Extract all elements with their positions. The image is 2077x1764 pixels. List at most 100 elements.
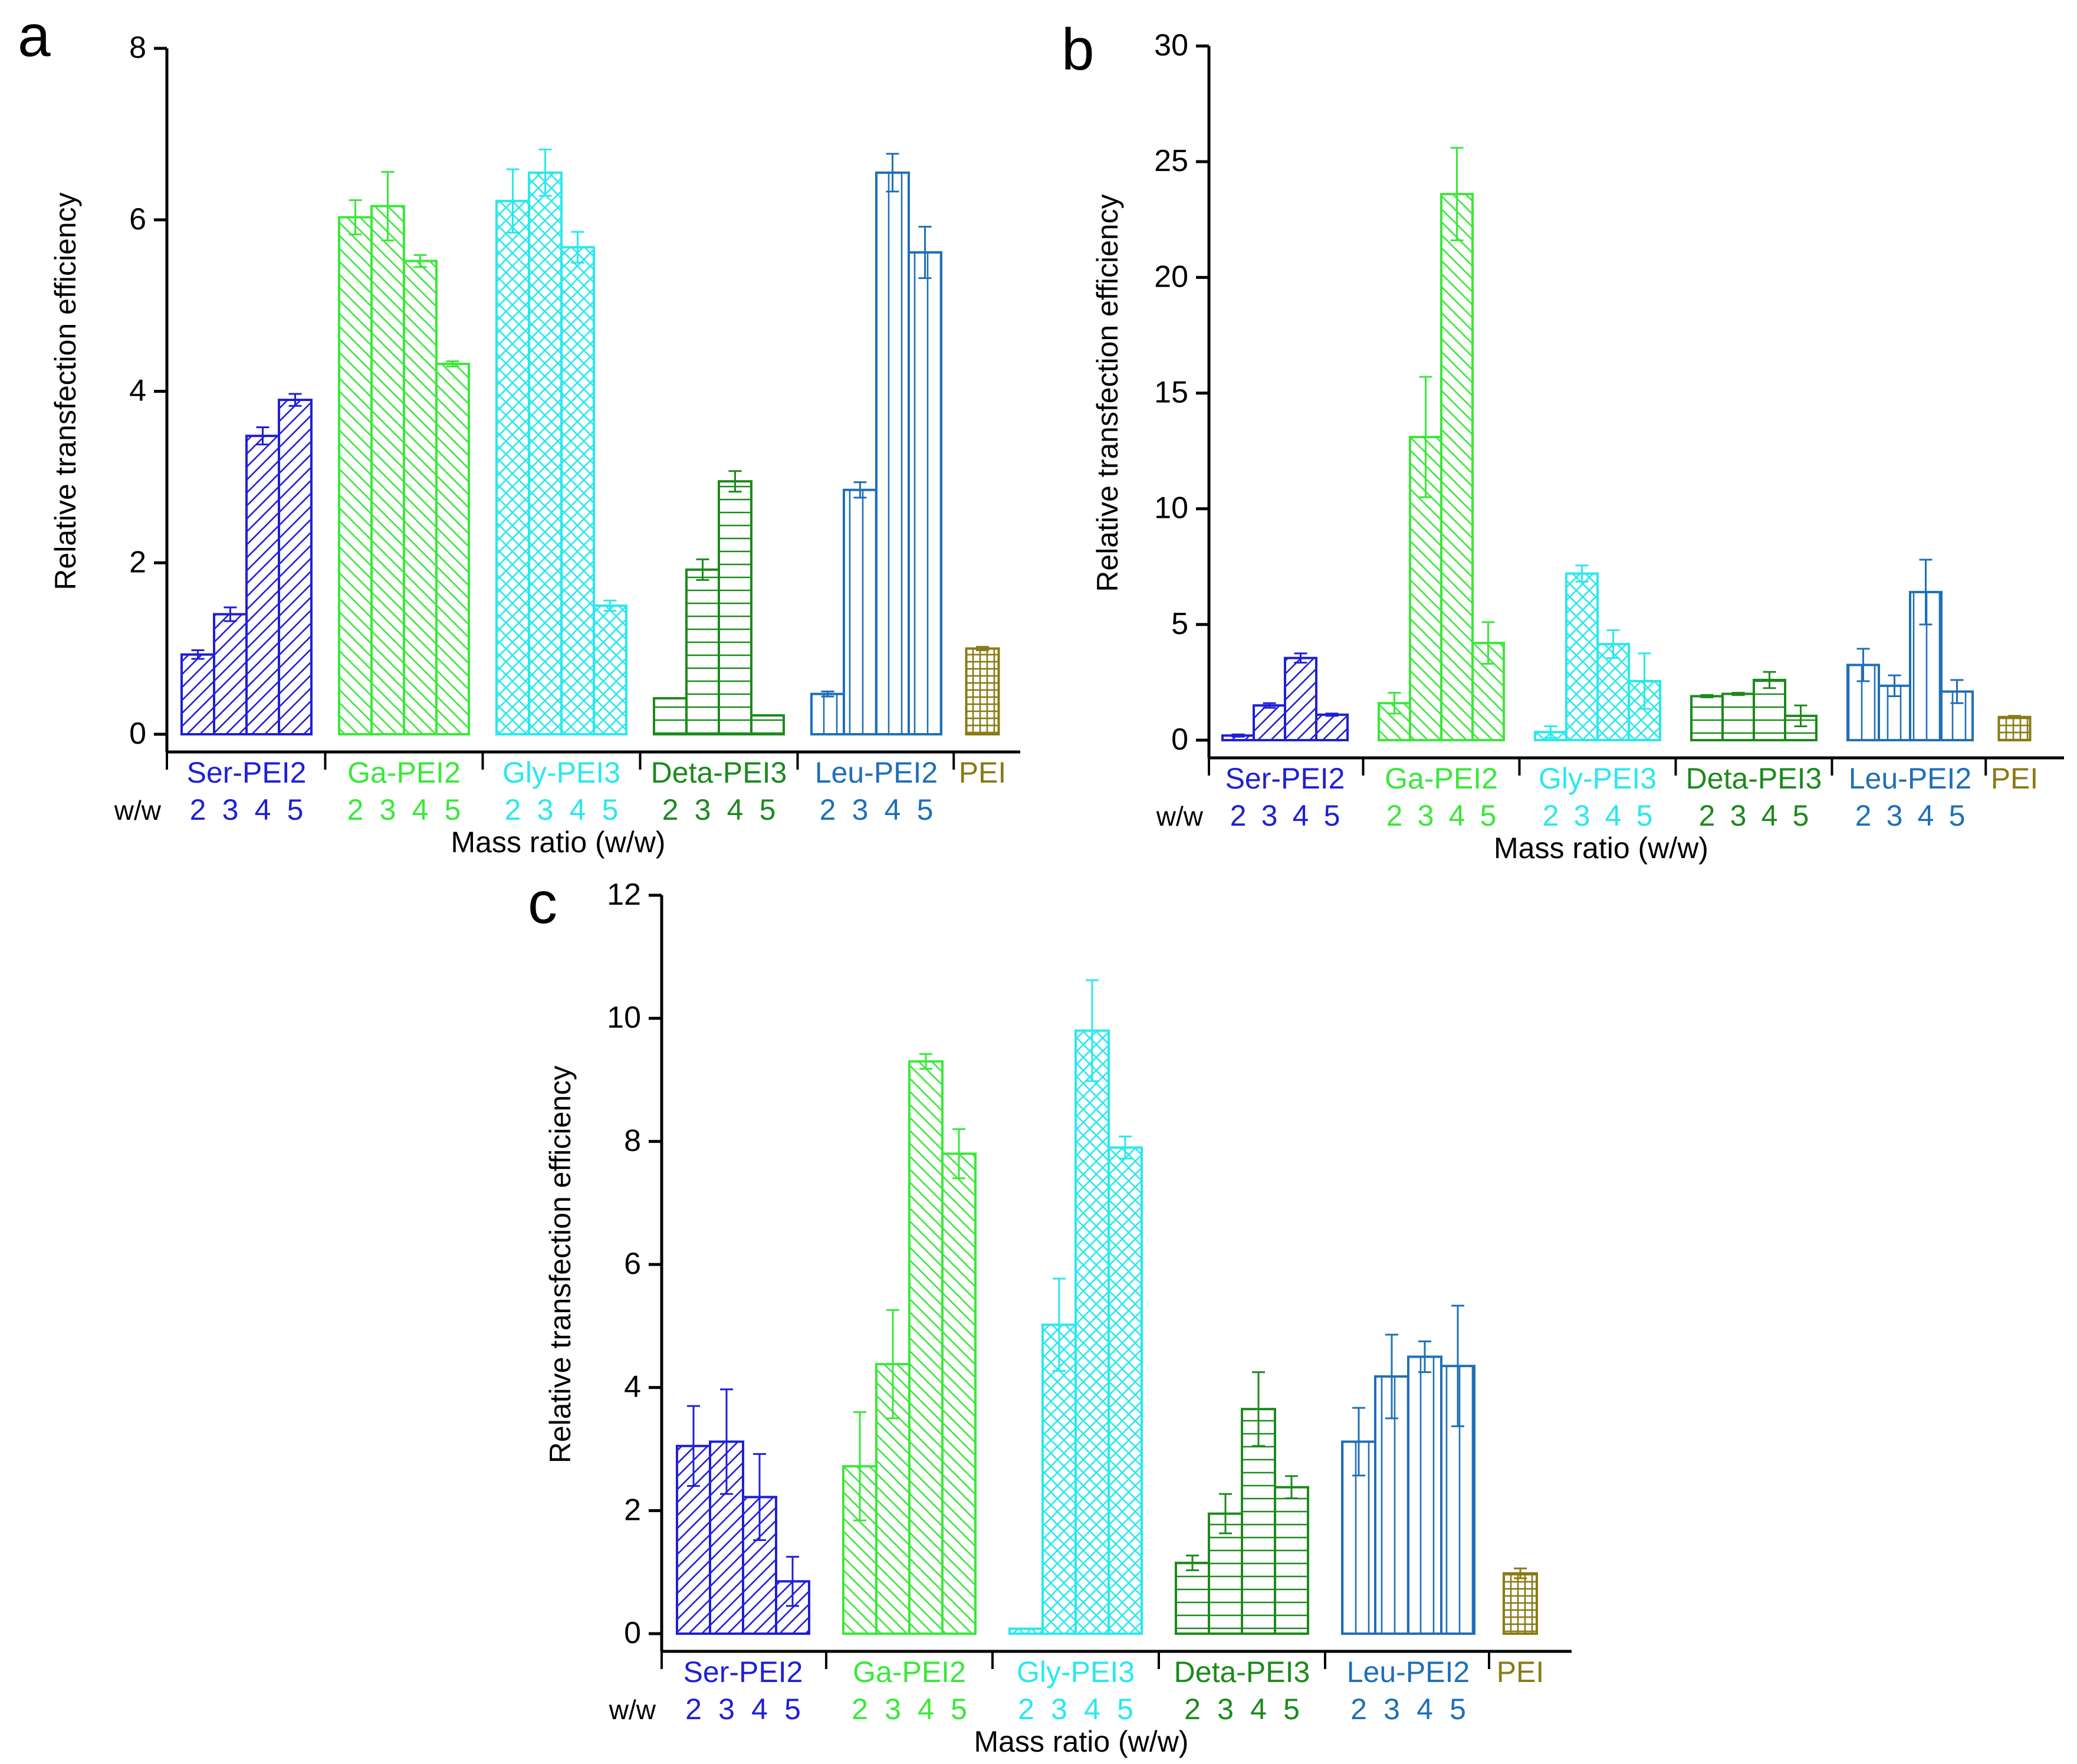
y-tick-label: 2	[129, 545, 146, 579]
ww-label: w/w	[1156, 801, 1204, 832]
y-tick-label: 20	[1154, 259, 1188, 294]
y-tick-label: 10	[607, 1001, 641, 1035]
y-axis-label: Relative transfection efficiency	[544, 1066, 577, 1463]
bar-ser-pei2-2	[180, 653, 215, 736]
y-tick-label: 4	[624, 1370, 641, 1404]
ratio-label: 3	[1574, 799, 1590, 832]
group-label-ser-pei2: Ser-PEI2	[1225, 762, 1345, 795]
ratio-label: 2	[852, 1693, 868, 1726]
bar-gly-pei3-5	[1107, 1146, 1143, 1635]
bar-deta-pei3-4	[1753, 678, 1786, 741]
y-tick-label: 12	[607, 878, 641, 912]
group-label-pei: PEI	[1497, 1655, 1544, 1689]
panel-c: c 0 2 4 6 8 10 12 Relative transfection efficien…	[528, 870, 1572, 1758]
ratio-label: 5	[1636, 799, 1653, 832]
ratio-label: 2	[820, 793, 836, 826]
group-label-pei: PEI	[959, 756, 1007, 789]
ratio-label: 5	[445, 793, 461, 826]
bar-ser-pei2-5	[1315, 713, 1349, 742]
ratio-label: 4	[1449, 799, 1465, 832]
ratio-label: 3	[1383, 1693, 1400, 1726]
bar-pei	[1997, 715, 2032, 742]
ratio-label: 2	[505, 793, 521, 826]
ratio-label: 5	[1949, 799, 1966, 832]
ratio-label: 3	[1217, 1693, 1234, 1726]
ratio-label: 2	[1018, 1693, 1034, 1726]
panel-letter: c	[528, 870, 557, 936]
ratio-label: 2	[662, 793, 679, 826]
group-label-gly-pei3: Gly-PEI3	[1017, 1655, 1135, 1689]
bar-ser-pei2-5	[278, 399, 313, 735]
ratio-label: 5	[1117, 1693, 1133, 1726]
ratio-label: 2	[685, 1693, 702, 1726]
ratio-label: 5	[1450, 1693, 1466, 1726]
group-label-pei: PEI	[1991, 762, 2039, 795]
bar-ga-pei2-2	[338, 216, 373, 736]
figure-layer: a 0 2 4 6 8 Relative transfection efficiency Se…	[18, 3, 2064, 1758]
ratio-label: 3	[695, 793, 711, 826]
ratio-label: 3	[222, 793, 239, 826]
ratio-label: 5	[602, 793, 619, 826]
bar-leu-pei2-4	[1407, 1355, 1442, 1635]
ratio-label: 5	[1324, 799, 1340, 832]
ratio-label: 3	[852, 793, 869, 826]
bar-deta-pei3-2	[1690, 695, 1724, 741]
ratio-label: 5	[1283, 1693, 1300, 1726]
panel-letter: a	[18, 3, 51, 69]
group-label-deta-pei3: Deta-PEI3	[1686, 762, 1822, 795]
ratio-label: 2	[1855, 799, 1872, 832]
ratio-label: 2	[1699, 799, 1716, 832]
ratio-label: 5	[784, 1693, 801, 1726]
y-tick-label: 0	[129, 717, 146, 751]
y-tick-label: 0	[1171, 722, 1188, 757]
ratio-label: 3	[885, 1693, 901, 1726]
group-label-leu-pei2: Leu-PEI2	[1347, 1655, 1470, 1689]
ratio-label: 3	[1730, 799, 1747, 832]
bar-leu-pei2-3	[843, 488, 878, 736]
panel-a: a 0 2 4 6 8 Relative transfection efficiency Se…	[18, 3, 1020, 859]
y-axis-label: Relative transfection efficiency	[1091, 194, 1124, 592]
ratio-label: 4	[1293, 799, 1309, 832]
ratio-label: 4	[1084, 1693, 1100, 1726]
bar-gly-pei3-3	[1041, 1323, 1077, 1635]
ratio-label: 2	[1543, 799, 1559, 832]
group-label-ga-pei2: Ga-PEI2	[1385, 762, 1498, 795]
group-label-gly-pei3: Gly-PEI3	[1539, 762, 1657, 795]
x-axis-label: Mass ratio (w/w)	[451, 826, 666, 859]
bar-leu-pei2-5	[908, 251, 942, 735]
group-label-deta-pei3: Deta-PEI3	[1174, 1655, 1310, 1689]
ratio-label: 3	[1887, 799, 1903, 832]
ratio-label: 4	[570, 793, 586, 826]
y-tick-label: 6	[624, 1247, 641, 1281]
y-tick-label: 8	[129, 31, 146, 65]
y-tick-label: 10	[1154, 491, 1188, 525]
ratio-label: 3	[1261, 799, 1278, 832]
group-label-deta-pei3: Deta-PEI3	[651, 756, 787, 789]
ratio-label: 4	[1761, 799, 1778, 832]
y-tick-label: 2	[624, 1493, 641, 1527]
ratio-label: 2	[190, 793, 206, 826]
bar-pei	[965, 647, 1000, 735]
bar-ga-pei2-4	[908, 1060, 944, 1635]
y-tick-label: 30	[1154, 28, 1188, 63]
ratio-label: 4	[751, 1693, 768, 1726]
panel-letter: b	[1061, 17, 1095, 83]
bar-deta-pei3-5	[1274, 1486, 1309, 1635]
bar-ga-pei2-5	[435, 362, 470, 735]
bar-ser-pei2-3	[213, 613, 248, 735]
ratio-label: 4	[1417, 1693, 1433, 1726]
y-tick-label: 0	[624, 1616, 641, 1650]
ratio-label: 5	[287, 793, 304, 826]
ww-label: w/w	[114, 795, 162, 826]
ratio-label: 3	[718, 1693, 735, 1726]
ratio-label: 5	[1480, 799, 1497, 832]
ratio-label: 3	[380, 793, 396, 826]
ratio-label: 4	[1250, 1693, 1267, 1726]
group-label-leu-pei2: Leu-PEI2	[1849, 762, 1971, 795]
bar-deta-pei3-4	[718, 480, 752, 735]
bar-gly-pei3-4	[1596, 643, 1630, 741]
bar-gly-pei3-4	[560, 246, 595, 735]
bar-deta-pei3-2	[1175, 1562, 1210, 1635]
ratio-label: 3	[1051, 1693, 1067, 1726]
